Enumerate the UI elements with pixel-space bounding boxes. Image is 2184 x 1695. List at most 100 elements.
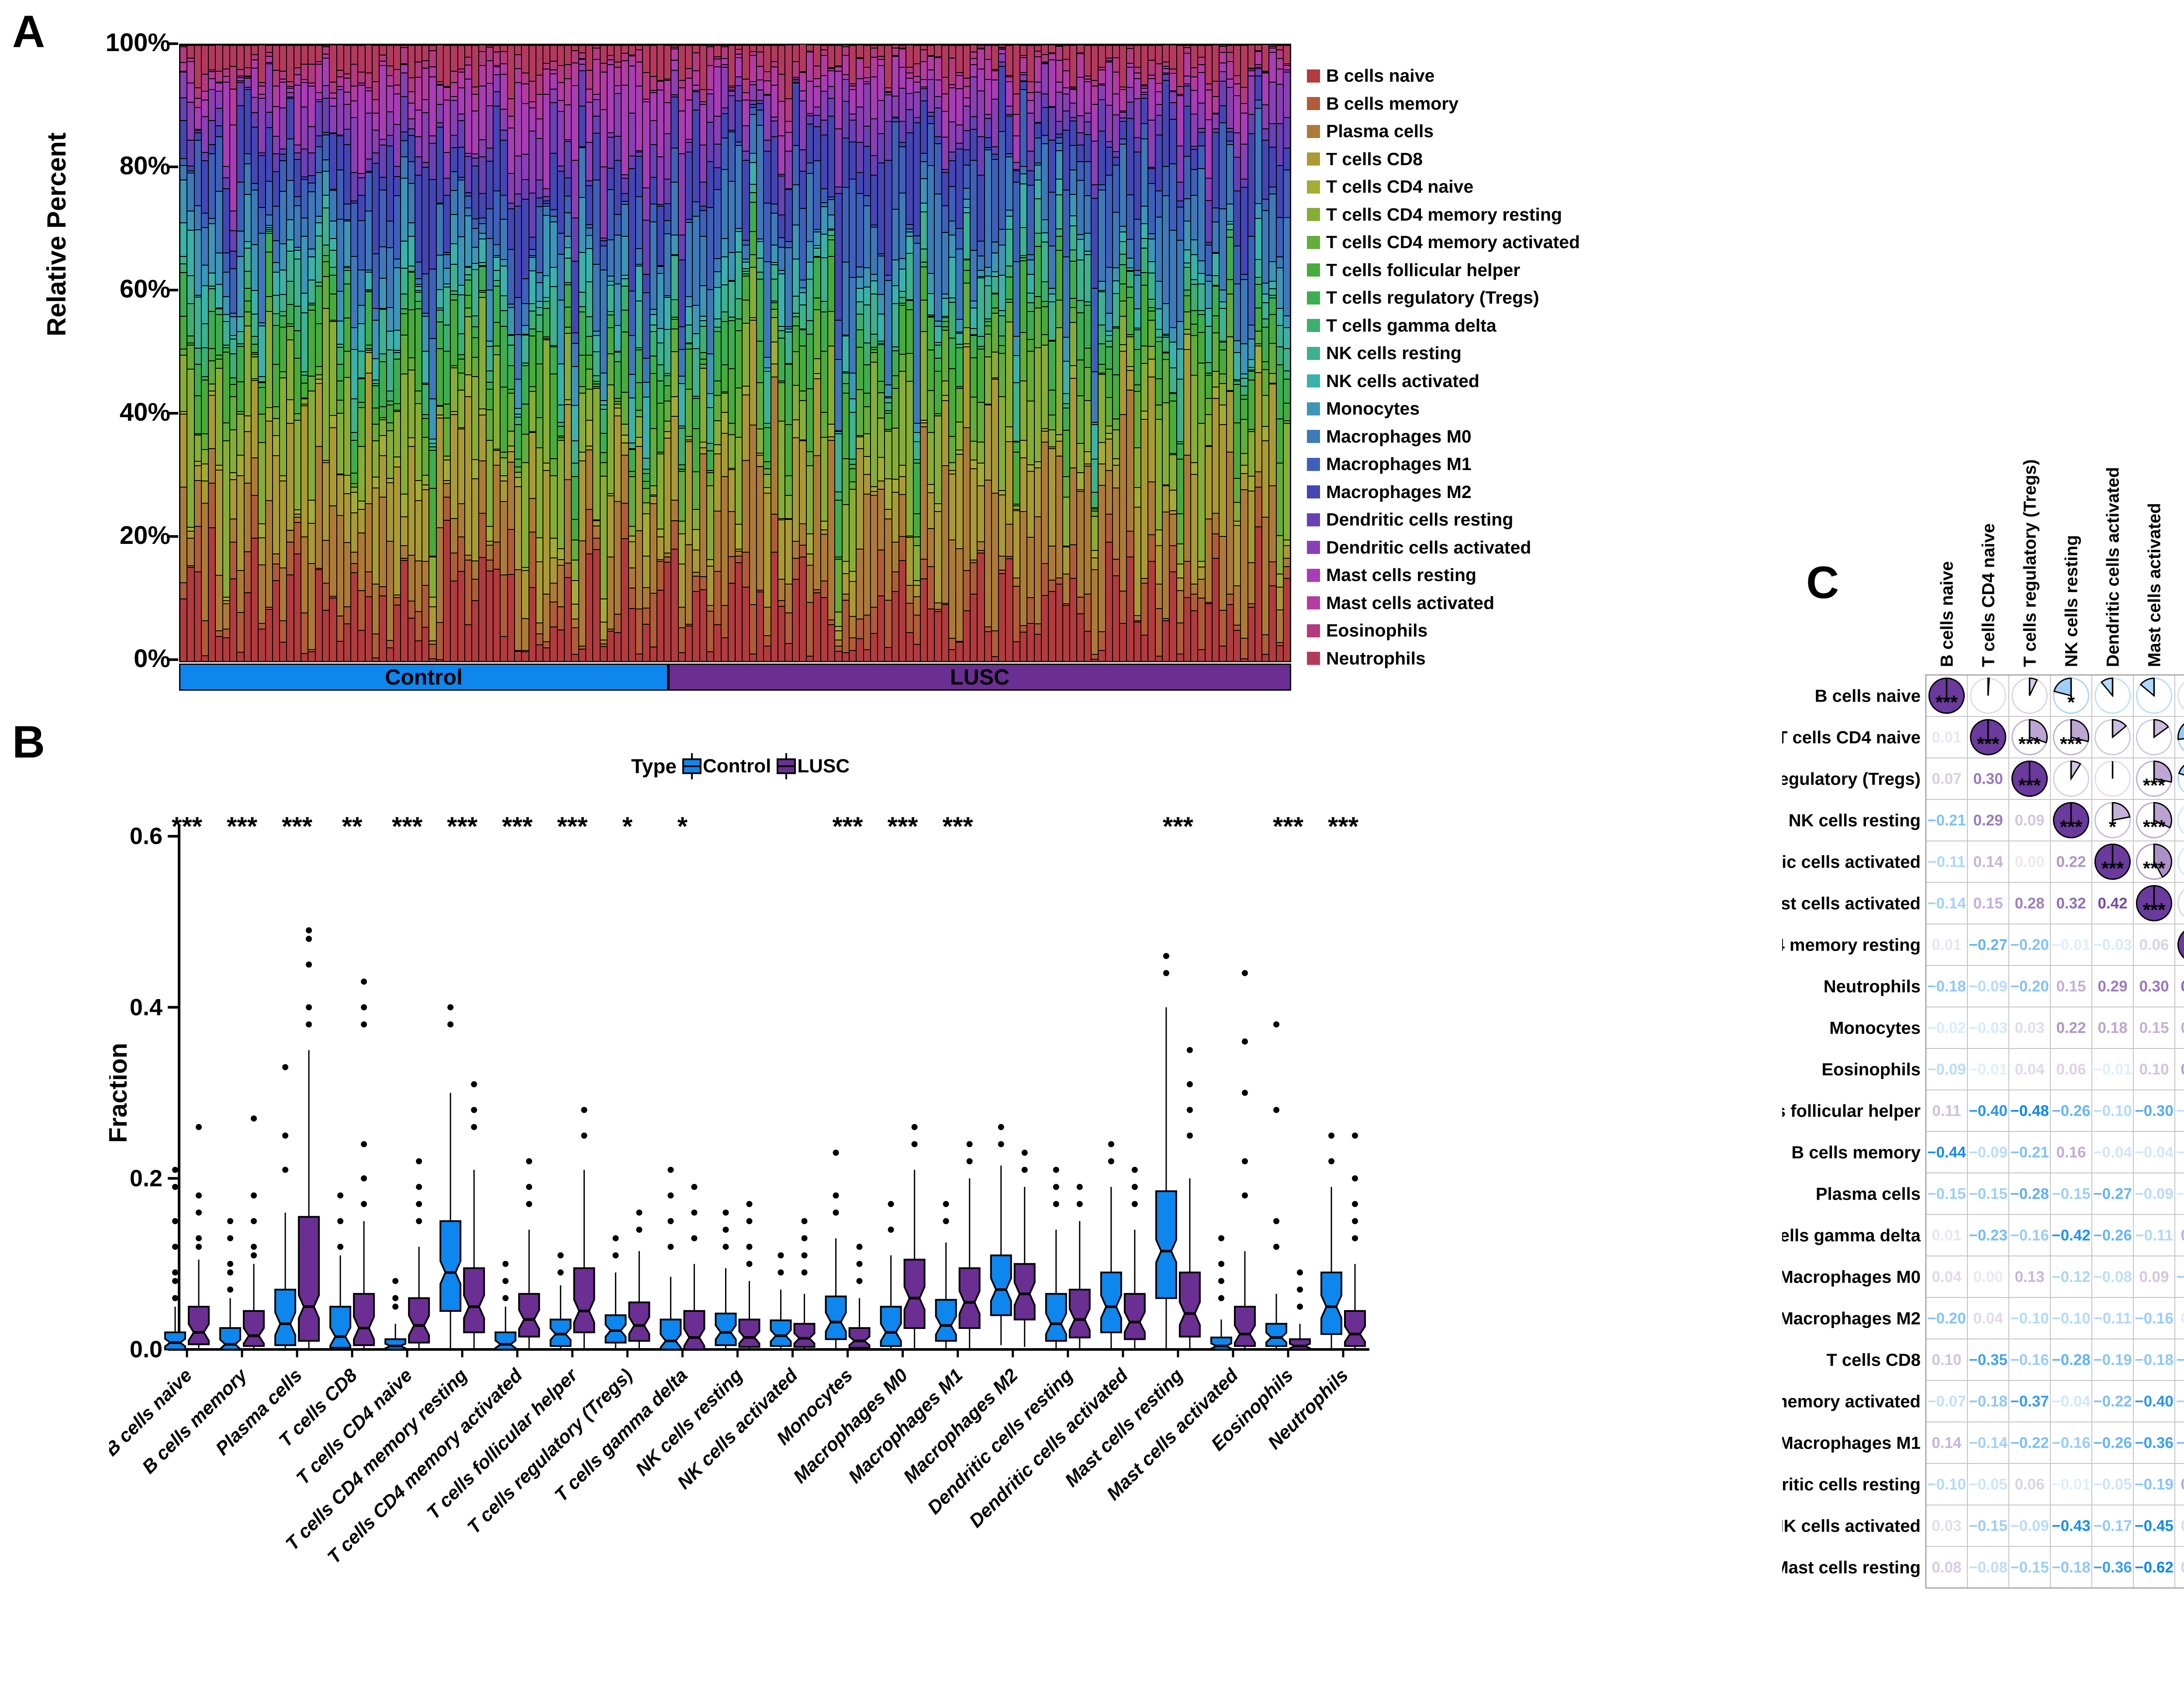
stack-segment xyxy=(1170,454,1176,490)
stack-segment xyxy=(615,404,621,407)
stack-segment xyxy=(515,194,521,206)
stack-segment xyxy=(864,146,870,196)
stack-segment xyxy=(373,657,379,661)
stack-segment xyxy=(515,68,521,82)
stack-segment xyxy=(223,69,229,76)
stack-segment xyxy=(1213,253,1219,275)
stack-segment xyxy=(914,63,920,76)
stack-segment xyxy=(237,570,243,612)
stack-segment xyxy=(444,268,450,284)
stack-segment xyxy=(956,228,962,249)
stack-segment xyxy=(543,196,549,201)
stack-segment xyxy=(266,609,272,661)
stack-segment xyxy=(1056,92,1062,121)
stack-segment xyxy=(1027,151,1033,170)
stack-segment xyxy=(778,326,784,331)
legend-swatch xyxy=(1307,125,1320,138)
stack-segment xyxy=(643,72,649,99)
correlation-value: −0.11 xyxy=(2094,1310,2132,1327)
stack-segment xyxy=(714,453,720,511)
stack-segment xyxy=(1220,208,1226,290)
stack-segment xyxy=(1213,371,1219,387)
correlation-value: −0.23 xyxy=(2176,1435,2184,1452)
stack-segment xyxy=(843,561,849,573)
stack-segment xyxy=(928,609,934,661)
stack-segment xyxy=(992,80,998,99)
correlation-value: 0.42 xyxy=(2098,895,2127,912)
stack-segment xyxy=(529,303,536,311)
stack-segment xyxy=(707,450,713,470)
stack-segment xyxy=(1198,567,1204,579)
stack-segment xyxy=(1277,49,1283,59)
sample-stacked-bar xyxy=(686,45,692,661)
stack-segment xyxy=(1120,344,1126,351)
stack-segment xyxy=(252,45,258,54)
stack-segment xyxy=(629,536,635,541)
stack-segment xyxy=(828,424,834,436)
stack-segment xyxy=(736,298,742,318)
stack-segment xyxy=(508,98,514,116)
stack-segment xyxy=(622,275,628,278)
stack-segment xyxy=(458,571,464,661)
stack-segment xyxy=(308,64,314,83)
stack-segment xyxy=(864,267,870,286)
stack-segment xyxy=(565,399,571,404)
stack-segment xyxy=(800,287,806,292)
stack-segment xyxy=(629,476,635,526)
stack-segment xyxy=(707,566,713,605)
stack-segment xyxy=(828,436,834,440)
stack-segment xyxy=(1127,194,1133,239)
stack-segment xyxy=(380,353,386,362)
stack-segment xyxy=(722,138,728,169)
panel-c-row-label: Neutrophils xyxy=(1824,977,1921,996)
stack-segment xyxy=(629,541,635,567)
stack-segment xyxy=(536,180,543,197)
stack-segment xyxy=(195,132,201,140)
stack-segment xyxy=(280,315,286,327)
stack-segment xyxy=(216,308,222,314)
stack-segment xyxy=(230,429,236,472)
significance-stars: *** xyxy=(502,812,533,841)
stack-segment xyxy=(999,310,1005,315)
stack-segment xyxy=(707,393,713,407)
stack-segment xyxy=(892,428,898,479)
stack-segment xyxy=(1234,625,1240,630)
stack-segment xyxy=(885,519,891,599)
stack-segment xyxy=(1042,563,1048,595)
stack-segment xyxy=(722,476,728,605)
stack-segment xyxy=(657,590,663,661)
stack-segment xyxy=(843,504,849,561)
stack-segment xyxy=(444,100,450,152)
correlation-value: −0.20 xyxy=(1927,1310,1966,1327)
stack-segment xyxy=(1077,234,1083,239)
legend-swatch xyxy=(1307,652,1320,665)
stack-segment xyxy=(707,289,713,354)
stack-segment xyxy=(1191,375,1197,462)
stack-segment xyxy=(764,261,770,357)
stack-segment xyxy=(793,385,799,419)
stack-segment xyxy=(572,627,578,654)
correlation-value: −0.09 xyxy=(2135,1186,2174,1203)
stack-segment xyxy=(373,152,379,163)
stack-segment xyxy=(757,125,763,239)
correlation-value: −0.23 xyxy=(1969,1227,2008,1244)
stack-segment xyxy=(245,248,251,271)
stack-segment xyxy=(1099,291,1105,325)
correlation-value: 0.06 xyxy=(2139,937,2169,954)
stack-segment xyxy=(550,458,556,476)
stack-segment xyxy=(1056,143,1062,150)
correlation-value: −0.18 xyxy=(2052,1559,2091,1576)
stack-segment xyxy=(252,190,258,244)
stack-segment xyxy=(394,597,400,605)
stack-segment xyxy=(921,331,927,420)
stack-segment xyxy=(729,434,735,468)
stack-segment xyxy=(956,319,962,332)
stack-segment xyxy=(935,511,941,602)
stack-segment xyxy=(821,534,827,581)
stack-segment xyxy=(978,541,984,550)
stack-segment xyxy=(785,424,791,475)
stack-segment xyxy=(550,69,556,73)
stack-segment xyxy=(1056,121,1062,134)
correlation-value: −0.45 xyxy=(2135,1518,2174,1535)
correlation-value: 0.16 xyxy=(2056,1144,2086,1161)
